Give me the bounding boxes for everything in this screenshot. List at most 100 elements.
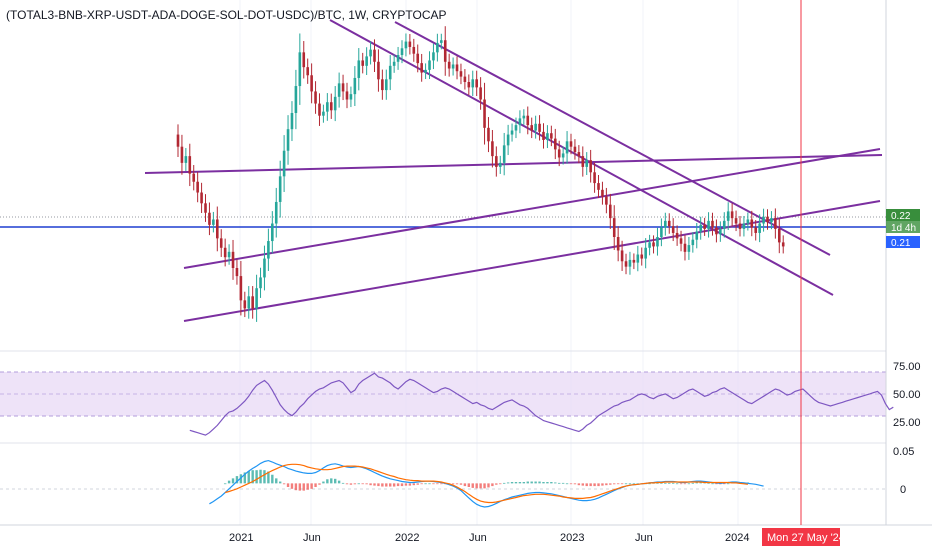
candle-body — [730, 211, 734, 219]
macd-histogram-bar — [408, 483, 412, 486]
candle-body — [381, 79, 384, 91]
candle-body — [722, 220, 726, 229]
candle-body — [384, 79, 388, 91]
macd-histogram-bar — [455, 483, 459, 485]
rsi-tick-label: 75.00 — [893, 361, 921, 373]
candle-body — [447, 61, 451, 69]
macd-histogram-bar — [349, 483, 353, 485]
candle-body — [506, 134, 510, 146]
macd-histogram-bar — [459, 483, 463, 485]
candle-body — [569, 141, 573, 147]
macd-histogram-bar — [341, 482, 345, 484]
candle-body — [664, 220, 667, 228]
candle-body — [255, 288, 258, 309]
macd-histogram-bar — [365, 483, 368, 485]
macd-histogram-bar — [436, 483, 439, 485]
macd-histogram-bar — [632, 483, 636, 485]
candle-body — [781, 242, 785, 247]
candle-body — [404, 41, 408, 49]
candle-body — [188, 156, 192, 174]
candle-body — [593, 172, 596, 184]
macd-histogram-bar — [542, 482, 545, 484]
candle-body — [180, 146, 184, 163]
candle-body — [271, 223, 274, 242]
candle-body — [282, 150, 286, 177]
macd-histogram-bar — [404, 483, 408, 486]
macd-histogram-bar — [282, 483, 286, 485]
candle-body — [196, 181, 199, 193]
macd-histogram-bar — [471, 483, 474, 488]
candle-body — [616, 237, 620, 251]
candle-body — [667, 220, 671, 227]
x-tick-label: 2021 — [229, 532, 253, 544]
candle-body — [259, 277, 262, 289]
candle-body — [758, 223, 761, 233]
candle-body — [699, 224, 702, 232]
macd-histogram-bar — [550, 482, 553, 484]
candle-body — [227, 251, 231, 258]
candle-body — [652, 242, 655, 247]
candle-body — [176, 134, 180, 147]
trendline-descending-upper[interactable] — [394, 21, 831, 256]
candle-body — [774, 218, 777, 229]
macd-histogram-bar — [679, 483, 683, 485]
candle-body — [679, 238, 683, 244]
candle-body — [553, 138, 557, 150]
candle-body — [373, 49, 376, 62]
candle-body — [349, 94, 353, 100]
candle-body — [318, 103, 321, 116]
macd-histogram-bar — [314, 483, 317, 487]
candle-body — [267, 241, 270, 259]
macd-histogram-bar — [227, 480, 231, 484]
macd-histogram-bar — [483, 483, 486, 489]
candle-body — [526, 115, 530, 126]
candle-body — [491, 141, 494, 157]
x-tick-label: Jun — [303, 532, 321, 544]
candle-body — [302, 52, 306, 68]
macd-histogram-bar — [326, 479, 329, 484]
macd-signal-line — [225, 463, 748, 504]
macd-histogram-bar — [396, 483, 400, 487]
macd-histogram-bar — [687, 483, 691, 485]
macd-histogram-bar — [664, 482, 667, 484]
candle-body — [459, 71, 463, 77]
trendline-upper-channel[interactable] — [183, 148, 881, 269]
macd-histogram-bar — [565, 483, 569, 485]
bar-countdown-tag: 1d 4h — [891, 223, 916, 234]
candle-body — [522, 115, 526, 119]
candle-body — [542, 131, 545, 140]
last-price-tag-bg — [886, 209, 920, 221]
macd-histogram-bar — [605, 483, 608, 486]
macd-histogram-bar — [589, 483, 592, 487]
candle-body — [738, 223, 742, 229]
candle-body — [412, 46, 416, 54]
candle-body — [683, 243, 687, 252]
macd-histogram-bar — [711, 483, 714, 485]
macd-histogram-bar — [526, 481, 529, 484]
candle-body — [609, 204, 612, 219]
candle-body — [420, 63, 423, 73]
macd-histogram-bar — [581, 483, 584, 486]
macd-histogram-bar — [510, 482, 514, 484]
candle-body — [337, 83, 341, 97]
macd-histogram-bar — [561, 482, 565, 484]
macd-histogram-bar — [286, 483, 290, 487]
macd-histogram-bar — [628, 483, 632, 485]
macd-histogram-bar — [306, 483, 309, 490]
trendline-horizontal-resistance[interactable] — [144, 154, 883, 174]
macd-histogram-bar — [538, 481, 541, 484]
macd-histogram-bar — [522, 482, 526, 484]
candle-body — [498, 162, 502, 167]
macd-histogram-bar — [491, 483, 494, 487]
candle-body — [396, 55, 400, 62]
candle-body — [656, 237, 659, 247]
candle-body — [192, 173, 196, 182]
candle-body — [424, 69, 427, 73]
candle-body — [294, 86, 298, 113]
macd-histogram-bar — [699, 482, 702, 484]
macd-histogram-bar — [278, 481, 282, 484]
candle-body — [703, 224, 706, 229]
macd-histogram-bar — [671, 482, 675, 484]
macd-histogram-bar — [385, 483, 388, 487]
